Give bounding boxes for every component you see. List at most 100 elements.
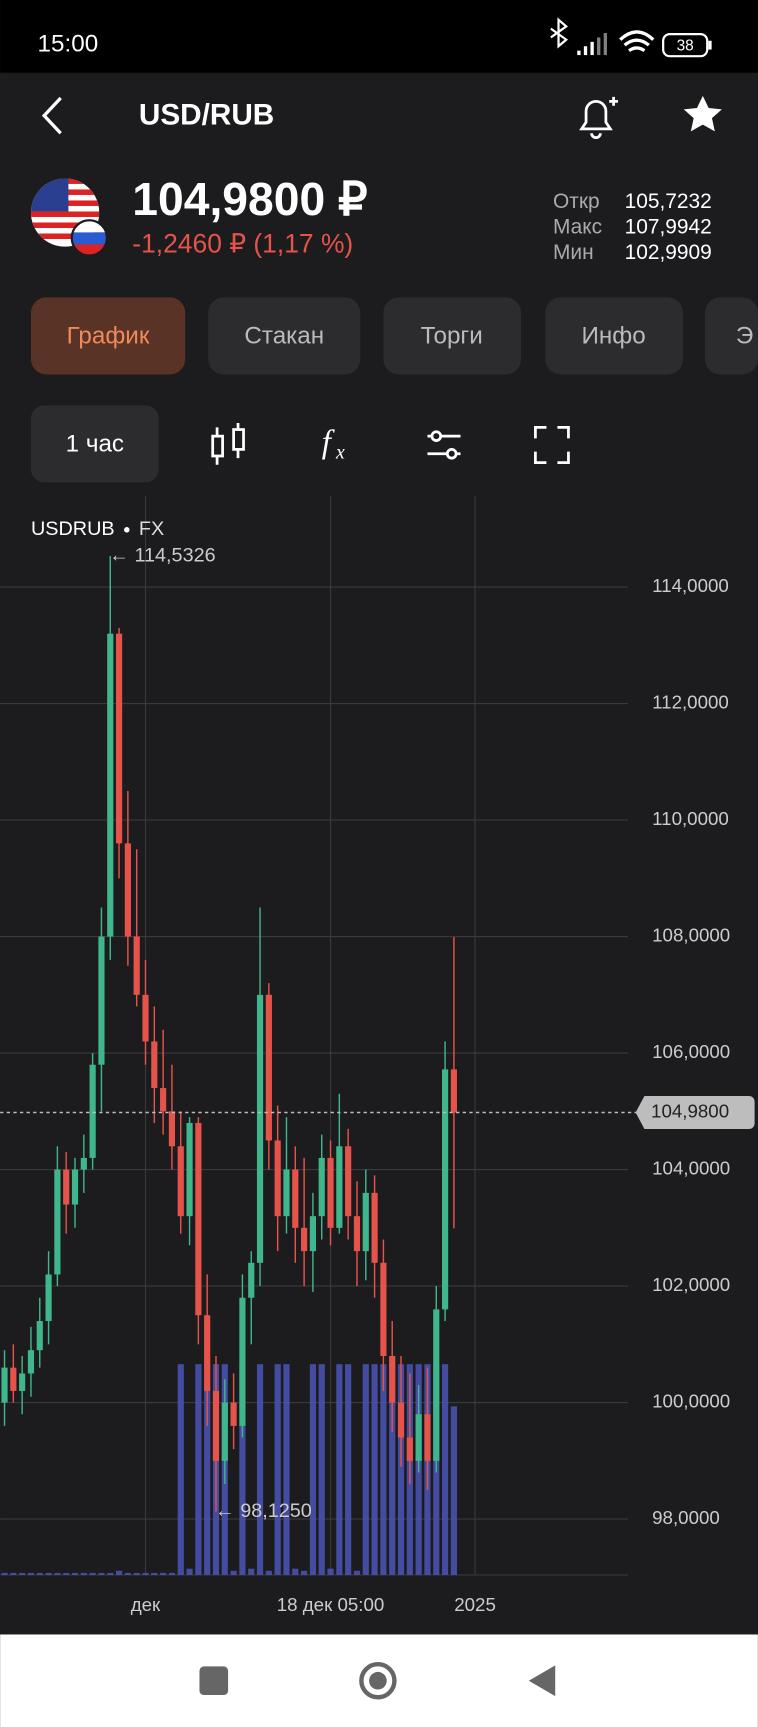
candle-body — [221, 1402, 228, 1461]
volume-bar — [168, 1572, 176, 1576]
favorite-button[interactable] — [683, 95, 722, 132]
signal-icon — [577, 33, 607, 56]
candle-body — [256, 994, 264, 1263]
candle-body — [89, 1064, 96, 1158]
x-tick-label: 2025 — [454, 1594, 496, 1615]
volume-bar — [19, 1572, 26, 1576]
separator-dot — [124, 527, 130, 533]
back-button[interactable] — [41, 96, 62, 135]
nav-recents[interactable] — [199, 1666, 229, 1696]
volume-bar — [239, 1364, 246, 1576]
candle-body — [1, 1367, 8, 1403]
tab[interactable] — [30, 297, 186, 375]
volume-bar — [397, 1364, 405, 1576]
volume-bar — [230, 1570, 237, 1576]
flag-rub — [70, 219, 109, 257]
volume-bar — [204, 1364, 211, 1576]
stat-value: 107,9942 — [625, 216, 712, 239]
candle-body — [274, 1140, 281, 1217]
volume-bar — [450, 1406, 457, 1576]
candle-body — [107, 633, 114, 937]
candle-body — [36, 1321, 43, 1351]
tab[interactable] — [208, 297, 361, 375]
candle-body — [63, 1169, 70, 1205]
volume-bar — [142, 1572, 149, 1576]
volume-bar — [151, 1572, 158, 1576]
stat-label: Мин — [553, 241, 594, 264]
candle-body — [80, 1157, 87, 1170]
candle-body — [389, 1355, 396, 1403]
candle-body — [371, 1192, 378, 1263]
last-price-label: 104,9800 — [651, 1100, 729, 1121]
volume-bar — [177, 1364, 184, 1576]
candle-body — [27, 1350, 35, 1374]
candle-body — [336, 1146, 343, 1228]
volume-bar — [336, 1364, 343, 1576]
volume-bar — [371, 1364, 378, 1576]
tab[interactable] — [545, 297, 683, 375]
tab[interactable] — [383, 297, 522, 375]
volume-bar — [256, 1364, 264, 1576]
x-tick-label: дек — [131, 1594, 161, 1615]
extreme-annotation: ← 98,1250 — [215, 1500, 312, 1522]
volume-bar — [115, 1570, 123, 1576]
volume-bar — [345, 1364, 352, 1576]
settings-button[interactable] — [427, 430, 461, 460]
candle-body — [124, 843, 131, 937]
fullscreen-button[interactable] — [534, 425, 570, 464]
interval-button[interactable] — [30, 405, 159, 483]
wifi-icon — [619, 30, 655, 53]
volume-bar — [133, 1572, 140, 1576]
y-tick-label: 108,0000 — [652, 925, 730, 946]
candle-body — [71, 1169, 79, 1205]
candle-body — [318, 1157, 325, 1217]
chart-symbol: USDRUB — [31, 518, 115, 540]
candle-body — [45, 1274, 52, 1322]
volume-bar — [124, 1572, 131, 1576]
candle-body — [212, 1390, 220, 1461]
volume-bar — [27, 1572, 35, 1576]
volume-bar — [362, 1364, 369, 1576]
candle-body — [248, 1262, 255, 1298]
candle-body — [19, 1373, 26, 1391]
volume-bar — [195, 1364, 202, 1576]
candle-body — [345, 1146, 352, 1217]
battery-level: 38 — [677, 37, 694, 54]
candle-body — [133, 936, 140, 995]
volume-bar — [380, 1364, 387, 1576]
tab[interactable] — [705, 297, 758, 375]
candle-body — [168, 1111, 176, 1147]
candle-body — [151, 1041, 158, 1089]
nav-home[interactable] — [359, 1662, 397, 1700]
y-tick-label: 102,0000 — [652, 1274, 730, 1295]
nav-back[interactable] — [528, 1665, 556, 1697]
chart-source: FX — [139, 518, 164, 540]
y-tick-label: 112,0000 — [652, 692, 729, 713]
volume-bar — [36, 1572, 43, 1576]
candle-body — [380, 1262, 387, 1356]
chart-type-button[interactable] — [211, 422, 245, 465]
candle-body — [10, 1367, 17, 1391]
candle-body — [115, 633, 123, 844]
candle-body — [239, 1297, 246, 1426]
status-time: 15:00 — [38, 31, 99, 58]
y-tick-label: 110,0000 — [652, 808, 729, 829]
volume-bar — [283, 1364, 290, 1576]
flag-usd — [30, 178, 100, 247]
nav-home-dot — [369, 1671, 387, 1690]
price-change: -1,2460 ₽ (1,17 %) — [132, 229, 353, 259]
volume-bar — [107, 1572, 114, 1576]
candle-body — [327, 1157, 334, 1228]
volume-bar — [1, 1572, 8, 1576]
y-tick-label: 114,0000 — [652, 575, 729, 596]
candle-body — [362, 1192, 369, 1252]
candle-body — [265, 994, 272, 1141]
volume-bar — [80, 1572, 87, 1576]
tab-label: Торги — [421, 322, 483, 349]
alert-button[interactable] — [579, 96, 619, 140]
battery-tip — [708, 40, 712, 50]
volume-bar — [318, 1364, 325, 1576]
price: 104,9800 ₽ — [132, 173, 367, 225]
